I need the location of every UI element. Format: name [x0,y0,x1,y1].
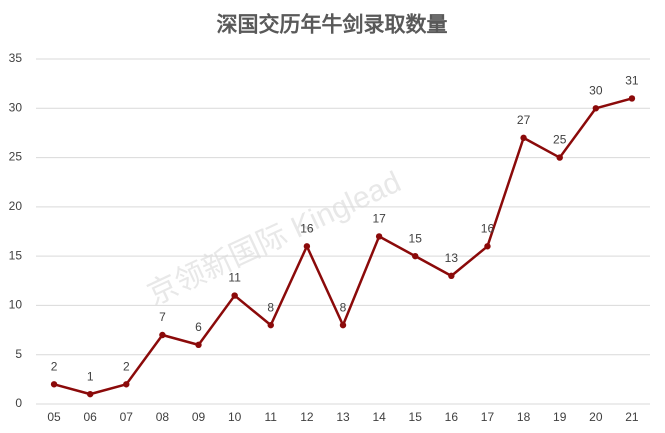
data-label: 17 [372,212,386,226]
x-tick-label: 21 [625,410,639,424]
point [412,252,419,260]
data-label: 27 [517,113,531,127]
x-tick-label: 07 [120,410,134,424]
data-label: 25 [553,133,567,147]
data-label: 16 [300,221,314,235]
data-label: 11 [228,271,241,285]
point [267,321,274,329]
data-label: 8 [340,300,347,314]
data-label: 15 [409,231,423,245]
y-tick-label: 10 [9,298,23,312]
point [50,381,58,388]
data-label: 13 [445,251,459,265]
point [628,95,636,102]
chart-title: 深国交历年牛剑录取数量 [217,13,448,37]
data-label: 1 [87,369,94,383]
y-tick-label: 35 [9,51,23,65]
y-tick-label: 25 [9,150,23,164]
data-label: 30 [589,83,603,97]
data-label: 8 [267,300,274,314]
point [448,272,455,280]
data-label: 16 [481,221,495,235]
x-tick-label: 17 [481,410,495,424]
x-tick-label: 16 [445,410,459,424]
data-label: 2 [51,359,58,373]
x-tick-label: 06 [83,410,97,424]
data-label: 6 [195,320,202,334]
line [53,97,633,396]
point [556,154,563,161]
x-tick-label: 15 [409,410,423,424]
watermark: 京领新国际 Kinglead [143,165,406,311]
y-tick-label: 30 [9,100,23,114]
y-tick-label: 0 [15,396,22,410]
point [375,233,383,240]
x-tick-label: 10 [228,410,242,424]
point [123,381,130,388]
x-tick-label: 14 [372,410,386,424]
y-tick-label: 15 [9,248,23,262]
point [339,321,347,329]
x-tick-label: 05 [47,410,61,424]
x-tick-label: 09 [192,410,206,424]
y-tick-label: 20 [9,199,23,213]
point [303,243,311,250]
x-tick-label: 11 [265,410,278,424]
x-tick-label: 18 [517,410,531,424]
x-tick-label: 20 [589,410,603,424]
data-label: 2 [123,359,130,373]
point [484,243,491,250]
point [592,105,600,112]
x-tick-label: 13 [336,410,350,424]
data-label: 31 [625,74,639,88]
point [159,331,166,339]
data-label: 7 [159,310,166,324]
point [195,341,202,349]
x-tick-label: 19 [553,410,567,424]
x-tick-label: 12 [300,410,314,424]
y-tick-label: 5 [15,347,22,361]
point [231,292,238,299]
point [520,134,527,142]
x-tick-label: 08 [156,410,170,424]
point [86,390,94,398]
